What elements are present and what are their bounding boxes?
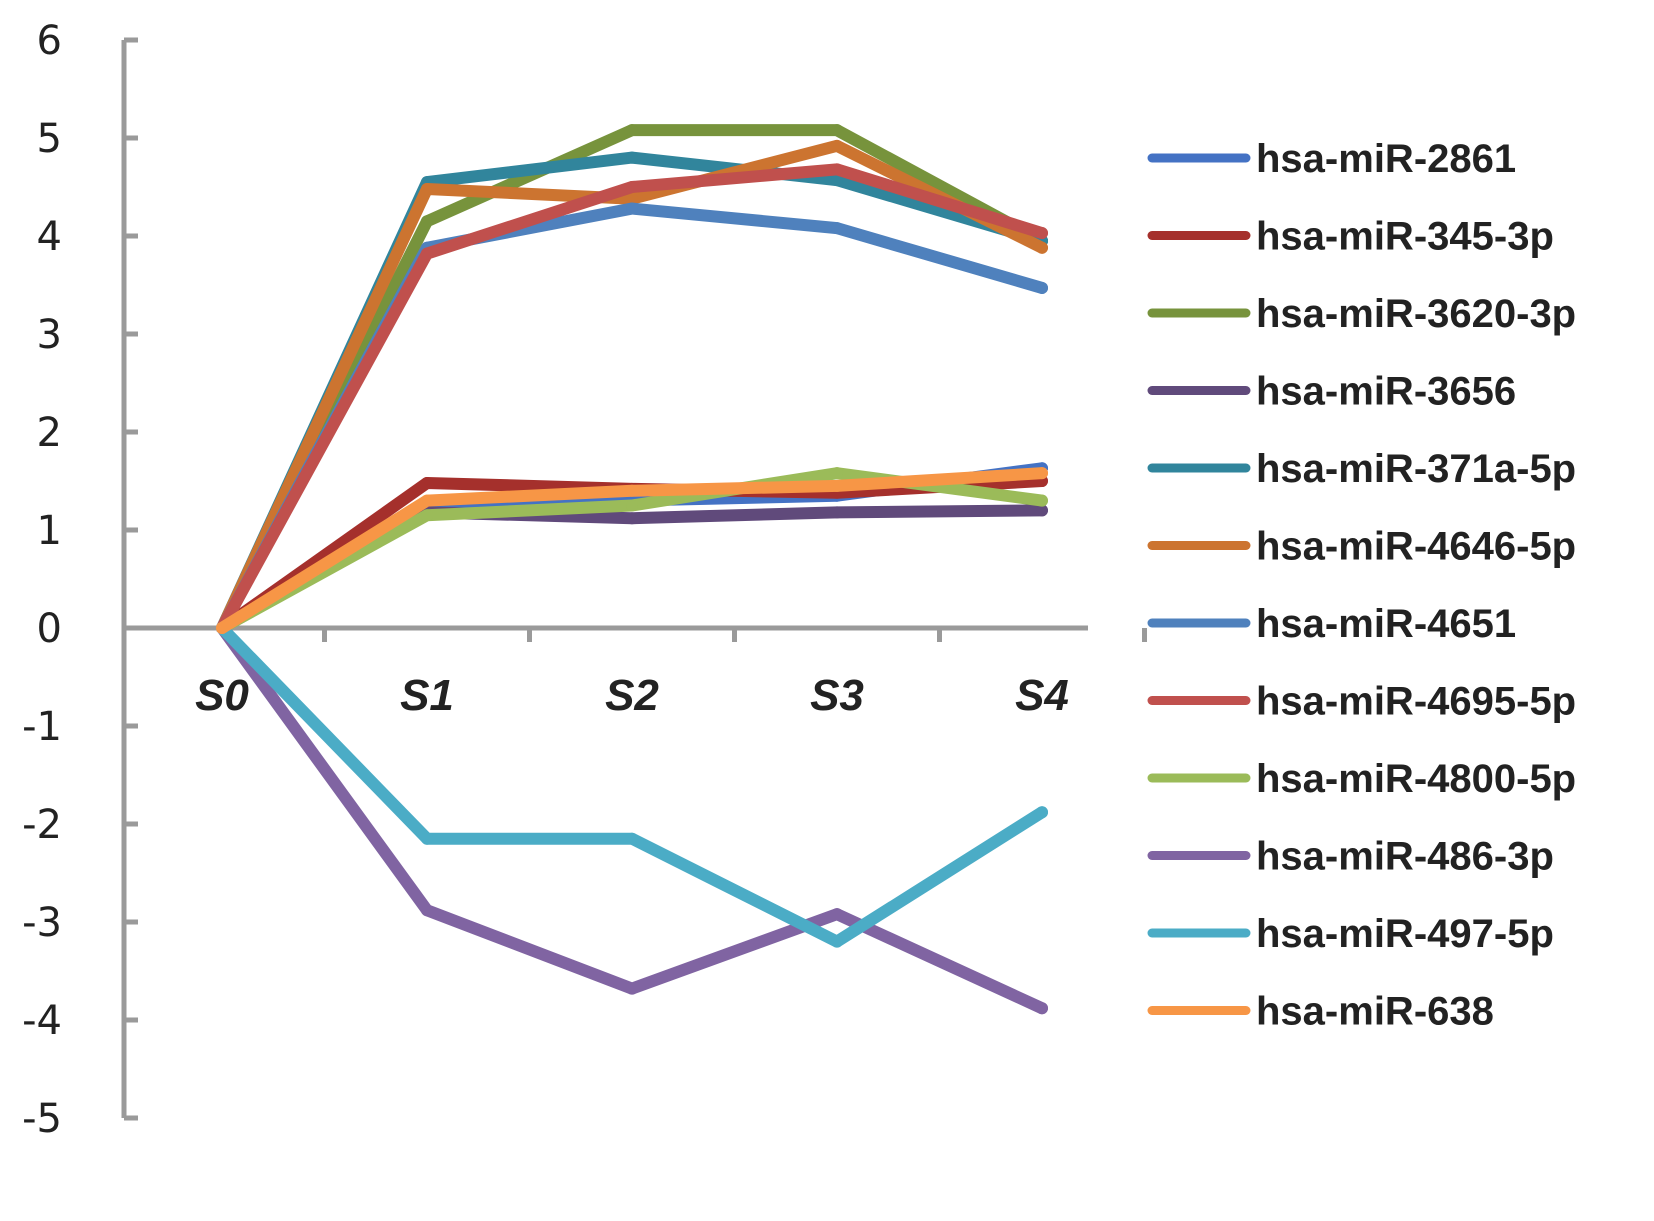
legend-item: hsa-miR-4800-5p: [1147, 757, 1576, 801]
data-point-hsa-mir-486-3p-s3: [831, 908, 843, 921]
legend-item: hsa-miR-3620-3p: [1147, 292, 1576, 336]
data-point-hsa-mir-486-3p-s2: [626, 982, 638, 995]
y-tick-label: 2: [37, 410, 62, 456]
data-point-hsa-mir-4646-5p-s4: [1036, 241, 1048, 254]
data-point-hsa-mir-486-3p-s4: [1036, 1002, 1048, 1015]
x-tick-label: S3: [810, 671, 864, 720]
data-point-hsa-mir-497-5p-s4: [1036, 806, 1048, 819]
x-tick-label: S4: [1015, 671, 1069, 720]
legend-item: hsa-miR-371a-5p: [1147, 447, 1576, 491]
series-lines: [216, 124, 1048, 1015]
data-point-hsa-mir-638-s1: [421, 494, 433, 507]
data-point-hsa-mir-4646-5p-s2: [626, 192, 638, 205]
data-point-hsa-mir-638-s2: [626, 484, 638, 497]
legend-label: hsa-miR-3656: [1256, 370, 1516, 414]
axes: [121, 40, 1088, 1118]
data-point-hsa-mir-4800-5p-s2: [626, 499, 638, 512]
data-point-hsa-mir-4695-5p-s4: [1036, 227, 1048, 240]
data-point-hsa-mir-497-5p-s3: [831, 935, 843, 948]
data-point-hsa-mir-371a-5p-s3: [831, 174, 843, 187]
y-tick-label: 6: [37, 18, 62, 64]
y-tick-label: 3: [37, 312, 62, 358]
legend-item: hsa-miR-486-3p: [1147, 835, 1554, 879]
data-point-hsa-mir-4651-s2: [626, 202, 638, 215]
legend-label: hsa-miR-4651: [1256, 602, 1516, 646]
legend-label: hsa-miR-371a-5p: [1256, 447, 1576, 491]
legend-label: hsa-miR-4646-5p: [1256, 525, 1576, 569]
data-point-hsa-mir-486-3p-s1: [421, 904, 433, 917]
y-tick-label: 5: [37, 116, 62, 162]
legend-label: hsa-miR-3620-3p: [1256, 292, 1576, 336]
x-axis-ticks: S0 S1 S2 S3 S4: [195, 628, 1147, 720]
data-point-hsa-mir-4800-5p-s3: [831, 467, 843, 480]
x-tick-label: S0: [195, 671, 249, 720]
series-line-hsa-mir-3656: [216, 504, 1048, 634]
y-tick-label: -2: [22, 802, 62, 848]
legend-label: hsa-miR-2861: [1256, 137, 1516, 181]
legend-item: hsa-miR-3656: [1147, 370, 1516, 414]
y-tick-label: -1: [22, 704, 62, 750]
data-point-hsa-mir-4800-5p-s4: [1036, 494, 1048, 507]
data-point-hsa-mir-4695-5p-s1: [421, 247, 433, 260]
x-tick-label: S1: [400, 671, 454, 720]
data-point-hsa-mir-638-s0: [216, 622, 228, 634]
data-point-hsa-mir-4695-5p-s3: [831, 163, 843, 176]
legend-item: hsa-miR-497-5p: [1147, 912, 1554, 956]
legend: hsa-miR-2861 hsa-miR-345-3p hsa-miR-3620-3…: [1147, 137, 1576, 1034]
data-point-hsa-mir-497-5p-s2: [626, 832, 638, 845]
data-point-hsa-mir-4695-5p-s2: [626, 181, 638, 193]
y-tick-label: -4: [22, 998, 62, 1044]
data-point-hsa-mir-371a-5p-s2: [626, 151, 638, 164]
legend-label: hsa-miR-497-5p: [1256, 912, 1554, 956]
data-point-hsa-mir-638-s3: [831, 479, 843, 492]
legend-label: hsa-miR-638: [1256, 990, 1494, 1034]
y-axis-ticks: 6 5 4 3 2 1 0 -1 -2 -3 -4 -5: [22, 18, 138, 1142]
data-point-hsa-mir-345-3p-s1: [421, 476, 433, 489]
y-tick-label: -5: [22, 1096, 62, 1142]
data-point-hsa-mir-4651-s4: [1036, 281, 1048, 294]
legend-label: hsa-miR-345-3p: [1256, 215, 1554, 259]
legend-label: hsa-miR-4800-5p: [1256, 757, 1576, 801]
data-point-hsa-mir-3656-s2: [626, 512, 638, 525]
legend-item: hsa-miR-4695-5p: [1147, 680, 1576, 724]
data-point-hsa-mir-497-5p-s1: [421, 832, 433, 845]
data-point-hsa-mir-3620-3p-s2: [626, 124, 638, 137]
data-point-hsa-mir-4800-5p-s1: [421, 509, 433, 522]
data-point-hsa-mir-3620-3p-s1: [421, 215, 433, 228]
legend-item: hsa-miR-2861: [1147, 137, 1516, 181]
legend-item: hsa-miR-345-3p: [1147, 215, 1554, 259]
y-tick-label: 4: [37, 214, 62, 260]
data-point-hsa-mir-638-s4: [1036, 467, 1048, 480]
legend-label: hsa-miR-486-3p: [1256, 835, 1554, 879]
data-point-hsa-mir-4646-5p-s3: [831, 139, 843, 152]
data-point-hsa-mir-3656-s3: [831, 506, 843, 519]
x-tick-label: S2: [605, 671, 659, 720]
legend-label: hsa-miR-4695-5p: [1256, 680, 1576, 724]
legend-item: hsa-miR-4646-5p: [1147, 525, 1576, 569]
data-point-hsa-mir-3620-3p-s3: [831, 124, 843, 137]
legend-item: hsa-miR-638: [1147, 990, 1494, 1034]
y-tick-label: 0: [37, 606, 62, 652]
y-tick-label: -3: [22, 900, 62, 946]
data-point-hsa-mir-4646-5p-s1: [421, 182, 433, 195]
data-point-hsa-mir-3656-s4: [1036, 504, 1048, 517]
legend-item: hsa-miR-4651: [1147, 602, 1516, 646]
y-tick-label: 1: [37, 508, 62, 554]
data-point-hsa-mir-4651-s3: [831, 222, 843, 235]
